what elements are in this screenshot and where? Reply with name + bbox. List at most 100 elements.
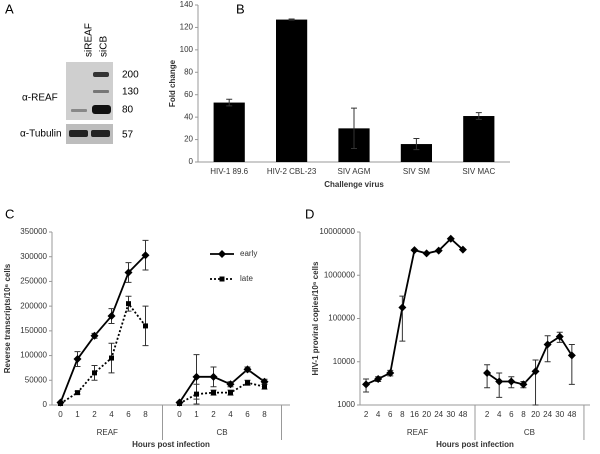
marker: [92, 370, 97, 376]
x-tick-label: 6: [245, 410, 250, 419]
y-tick-label: 80: [184, 67, 193, 76]
marker: [124, 268, 133, 277]
x-tick-label: 30: [555, 410, 564, 419]
marker: [531, 367, 540, 376]
x-tick-label: HIV-2 CBL-23: [267, 167, 317, 176]
lane-label: siCB: [99, 36, 110, 57]
x-tick-label: 2: [211, 410, 216, 419]
series-line: [179, 381, 265, 405]
marker: [410, 246, 419, 255]
y-tick-label: 100000: [20, 351, 47, 360]
y-tick-label: 100000: [328, 314, 355, 323]
band: [93, 90, 109, 93]
marker: [211, 390, 216, 396]
x-axis-label: Challenge virus: [324, 180, 384, 189]
marker-label: 130: [122, 87, 139, 98]
error-bar: [413, 137, 420, 151]
bar: [213, 102, 245, 162]
x-tick-label: 4: [497, 410, 502, 419]
x-tick-label: 20: [531, 410, 540, 419]
y-tick-label: 100: [180, 45, 194, 54]
y-tick-label: 1000000: [324, 270, 356, 279]
bar: [400, 144, 432, 162]
row-label: α-Tubulin: [20, 129, 62, 140]
legend-label: late: [240, 274, 253, 283]
band: [92, 105, 111, 114]
marker: [422, 249, 431, 258]
marker: [243, 365, 252, 374]
marker: [543, 340, 552, 349]
y-tick-label: 20: [184, 135, 193, 144]
x-axis-label: Hours post infection: [436, 440, 514, 449]
x-tick-label: 6: [509, 410, 514, 419]
y-axis-label: HIV-1 proviral copies/10⁶ cells: [311, 261, 320, 376]
series-line: [178, 368, 266, 404]
x-tick-label: 8: [262, 410, 267, 419]
y-tick-label: 300000: [20, 252, 47, 261]
y-tick-label: 50000: [25, 375, 48, 384]
y-tick-label: 10000: [333, 357, 356, 366]
y-tick-label: 1000: [337, 400, 355, 409]
marker: [228, 390, 233, 396]
band: [93, 72, 109, 77]
y-tick-label: 0: [189, 157, 194, 166]
marker: [126, 301, 131, 307]
y-tick-label: 10000000: [319, 227, 355, 236]
x-tick-label: 8: [143, 410, 148, 419]
marker-label: 57: [122, 130, 134, 141]
error-bar: [544, 335, 551, 363]
y-tick-label: 200000: [20, 301, 47, 310]
marker: [519, 380, 528, 389]
x-tick-label: SIV SM: [403, 167, 430, 176]
x-tick-label: 2: [364, 410, 369, 419]
marker: [141, 251, 150, 260]
marker: [374, 374, 383, 383]
y-tick-label: 150000: [20, 326, 47, 335]
marker: [458, 245, 467, 254]
x-tick-label: 1: [194, 410, 199, 419]
x-tick-label: 0: [58, 410, 63, 419]
x-tick-label: 1: [75, 410, 80, 419]
legend-marker: [218, 250, 226, 258]
marker: [90, 331, 99, 340]
y-tick-label: 0: [43, 400, 48, 409]
legend-label: early: [240, 249, 257, 258]
error-bar: [226, 98, 233, 107]
y-tick-label: 250000: [20, 277, 47, 286]
group-label: REAF: [407, 428, 428, 437]
x-tick-label: 48: [567, 410, 576, 419]
group-label: REAF: [97, 428, 118, 437]
marker: [107, 312, 116, 321]
marker: [262, 384, 267, 390]
bar: [276, 19, 308, 163]
x-tick-label: 6: [126, 410, 131, 419]
error-bar: [475, 112, 482, 120]
panel-label: B: [236, 1, 245, 16]
y-tick-label: 140: [180, 0, 194, 9]
x-tick-label: 8: [400, 410, 405, 419]
error-bar: [288, 18, 295, 21]
marker: [398, 303, 407, 312]
x-tick-label: 24: [543, 410, 552, 419]
panel-label: A: [5, 1, 14, 16]
band: [69, 130, 88, 137]
bar: [463, 116, 495, 162]
marker-label: 80: [122, 105, 134, 116]
y-tick-label: 60: [184, 90, 193, 99]
marker: [177, 401, 182, 407]
y-axis-label: Reverse transcripts/10⁶ cells: [3, 263, 12, 373]
marker: [362, 380, 371, 389]
x-tick-label: HIV-1 89.6: [210, 167, 248, 176]
x-tick-label: 16: [410, 410, 419, 419]
marker: [567, 351, 576, 360]
marker: [226, 380, 235, 389]
x-axis-label: Hours post infection: [132, 440, 210, 449]
error-bar: [351, 107, 357, 150]
y-axis-label: Fold change: [168, 59, 177, 107]
x-tick-label: 4: [376, 410, 381, 419]
marker: [507, 377, 516, 386]
marker: [483, 368, 492, 377]
marker: [75, 390, 80, 396]
